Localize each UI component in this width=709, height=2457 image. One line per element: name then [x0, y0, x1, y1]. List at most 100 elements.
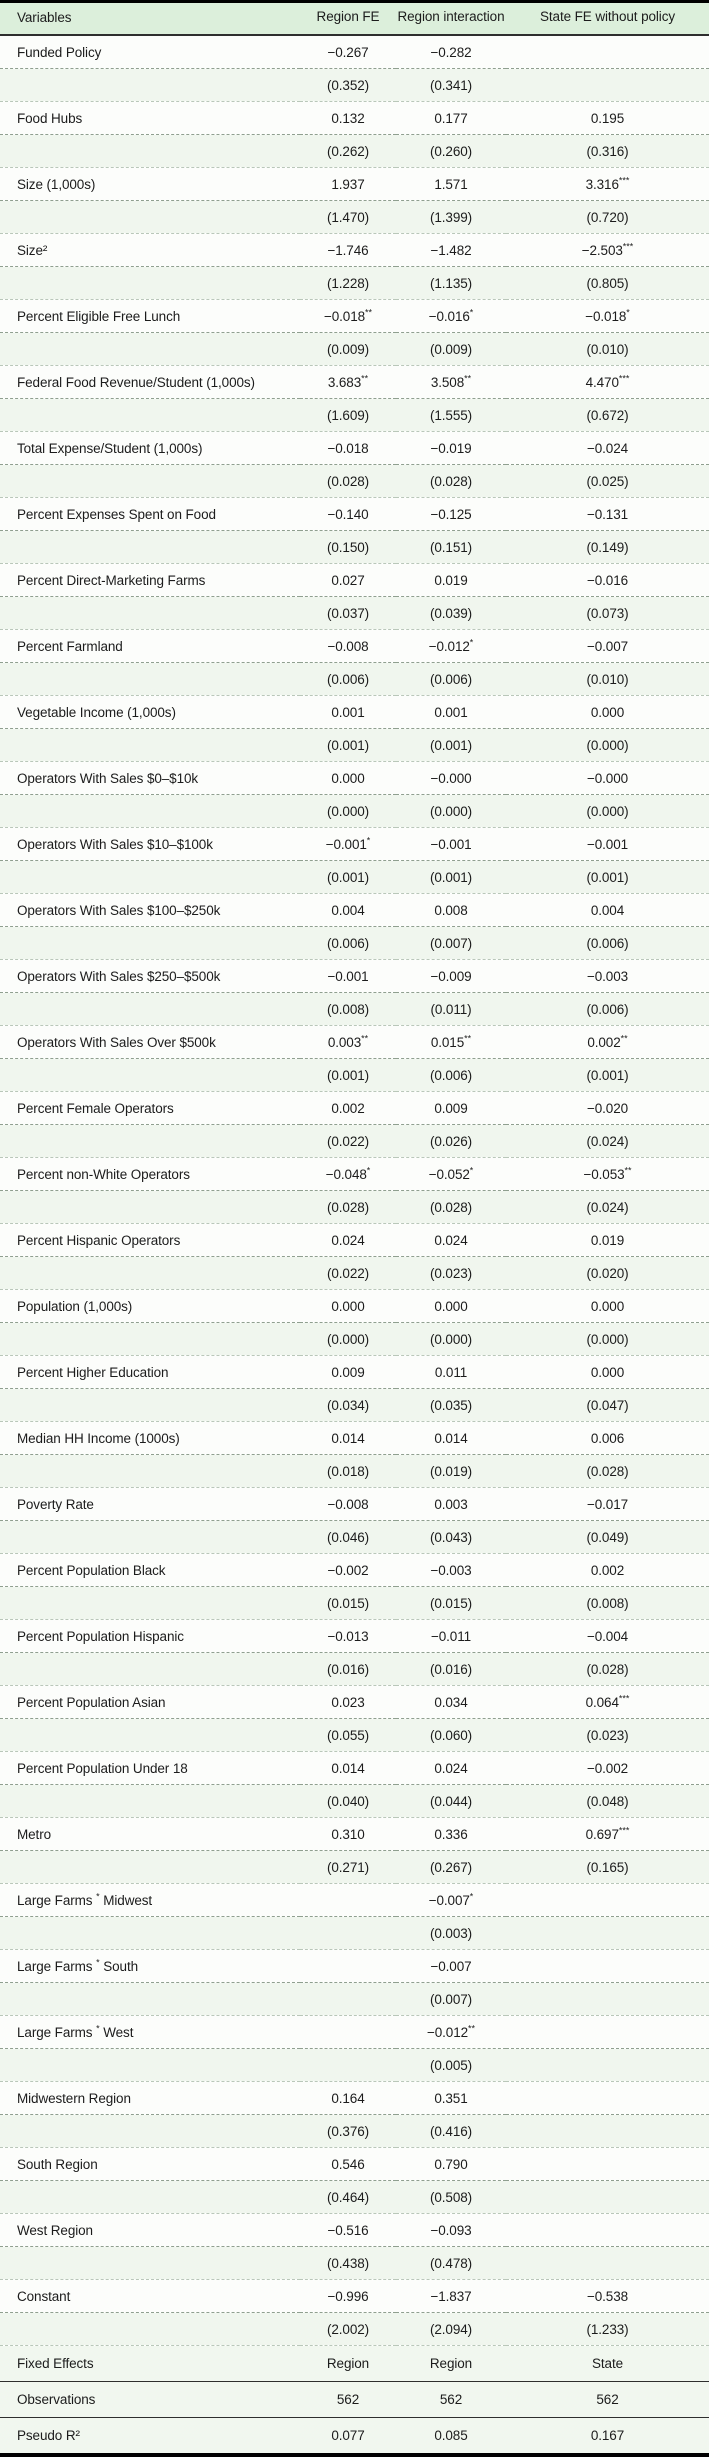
- coef-cell: −2.503***: [506, 233, 709, 267]
- coef-cell: [506, 2081, 709, 2115]
- se-cell: (0.024): [506, 1190, 709, 1224]
- coef-cell: −0.017: [506, 1487, 709, 1521]
- coef-cell: −0.012*: [396, 629, 506, 663]
- se-label-spacer: [0, 1190, 300, 1224]
- coef-cell: −0.002: [300, 1553, 396, 1587]
- coef-cell: [300, 1949, 396, 1983]
- coef-cell: 0.336: [396, 1817, 506, 1851]
- variable-label: Constant: [0, 2279, 300, 2313]
- coef-cell: 0.002: [506, 1553, 709, 1587]
- se-row: (0.006) (0.006) (0.010): [0, 662, 709, 696]
- coef-cell: 0.034: [396, 1685, 506, 1719]
- se-cell: (0.046): [300, 1520, 396, 1554]
- se-label-spacer: [0, 332, 300, 366]
- se-cell: (0.011): [396, 992, 506, 1026]
- coef-cell: 0.001: [300, 695, 396, 729]
- coef-cell: 0.011: [396, 1355, 506, 1389]
- variable-row: Operators With Sales Over $500k 0.003** 0.…: [0, 1025, 709, 1059]
- variable-row: Vegetable Income (1,000s) 0.001 0.001 0.000: [0, 695, 709, 729]
- se-cell: (0.672): [506, 398, 709, 432]
- coef-cell: 0.000: [506, 1289, 709, 1323]
- se-row: (0.376) (0.416): [0, 2114, 709, 2148]
- se-cell: (0.165): [506, 1850, 709, 1884]
- se-cell: (0.341): [396, 68, 506, 102]
- se-cell: [506, 2246, 709, 2280]
- se-cell: (0.267): [396, 1850, 506, 1884]
- se-cell: (0.001): [396, 860, 506, 894]
- coef-cell: 0.019: [506, 1223, 709, 1257]
- se-cell: (0.005): [396, 2048, 506, 2082]
- coef-cell: −0.004: [506, 1619, 709, 1653]
- se-row: (0.006) (0.007) (0.006): [0, 926, 709, 960]
- coef-cell: −0.008: [300, 1487, 396, 1521]
- se-row: (0.150) (0.151) (0.149): [0, 530, 709, 564]
- se-cell: (0.009): [300, 332, 396, 366]
- se-cell: (0.805): [506, 266, 709, 300]
- se-row: (0.028) (0.028) (0.025): [0, 464, 709, 498]
- se-cell: (1.233): [506, 2312, 709, 2346]
- se-cell: (0.260): [396, 134, 506, 168]
- se-cell: [300, 1982, 396, 2016]
- variable-row: Size (1,000s) 1.937 1.571 3.316***: [0, 167, 709, 201]
- coef-cell: −0.048*: [300, 1157, 396, 1191]
- coef-cell: −0.003: [506, 959, 709, 993]
- se-cell: (0.001): [506, 860, 709, 894]
- se-cell: (0.001): [300, 1058, 396, 1092]
- se-row: (0.028) (0.028) (0.024): [0, 1190, 709, 1224]
- variable-row: Percent Population Asian 0.023 0.034 0.064*…: [0, 1685, 709, 1719]
- se-row: (1.470) (1.399) (0.720): [0, 200, 709, 234]
- coef-cell: 0.003**: [300, 1025, 396, 1059]
- se-cell: (0.019): [396, 1454, 506, 1488]
- coef-cell: 0.195: [506, 101, 709, 135]
- se-row: (1.609) (1.555) (0.672): [0, 398, 709, 432]
- variable-row: Percent Expenses Spent on Food −0.140 −0.1…: [0, 497, 709, 531]
- variable-label: Population (1,000s): [0, 1289, 300, 1323]
- se-cell: (1.399): [396, 200, 506, 234]
- se-cell: (0.720): [506, 200, 709, 234]
- variable-row: Large Farms * Midwest −0.007*: [0, 1883, 709, 1917]
- variable-label: Percent non-White Operators: [0, 1157, 300, 1191]
- se-cell: (0.022): [300, 1124, 396, 1158]
- variable-row: Percent Population Hispanic −0.013 −0.011−…: [0, 1619, 709, 1653]
- variable-label: Percent Direct-Marketing Farms: [0, 563, 300, 597]
- se-cell: (0.007): [396, 1982, 506, 2016]
- coef-cell: 0.003: [396, 1487, 506, 1521]
- variable-row: Large Farms * South −0.007: [0, 1949, 709, 1983]
- header-row: Variables Region FE Region interaction S…: [0, 1, 709, 36]
- variable-row: Funded Policy −0.267 −0.282: [0, 35, 709, 69]
- se-row: (0.015) (0.015) (0.008): [0, 1586, 709, 1620]
- se-label-spacer: [0, 464, 300, 498]
- variable-label: Food Hubs: [0, 101, 300, 135]
- se-row: (0.001) (0.001) (0.001): [0, 860, 709, 894]
- se-label-spacer: [0, 1520, 300, 1554]
- coef-cell: −0.282: [396, 35, 506, 69]
- coef-cell: −0.008: [300, 629, 396, 663]
- se-cell: (0.000): [506, 1322, 709, 1356]
- se-cell: (0.016): [300, 1652, 396, 1686]
- se-cell: (1.135): [396, 266, 506, 300]
- coef-cell: 0.132: [300, 101, 396, 135]
- variable-row: Midwestern Region 0.164 0.351: [0, 2081, 709, 2115]
- variable-label: Percent Expenses Spent on Food: [0, 497, 300, 531]
- coef-cell: 4.470***: [506, 365, 709, 399]
- coef-cell: [506, 2015, 709, 2049]
- se-label-spacer: [0, 1388, 300, 1422]
- se-cell: (0.018): [300, 1454, 396, 1488]
- coef-cell: 0.014: [300, 1421, 396, 1455]
- se-cell: (0.024): [506, 1124, 709, 1158]
- se-cell: (2.002): [300, 2312, 396, 2346]
- variable-label: Poverty Rate: [0, 1487, 300, 1521]
- se-cell: (0.015): [300, 1586, 396, 1620]
- se-cell: (0.006): [506, 926, 709, 960]
- se-cell: (0.001): [506, 1058, 709, 1092]
- coef-cell: [300, 2015, 396, 2049]
- se-cell: (0.007): [396, 926, 506, 960]
- se-cell: (0.416): [396, 2114, 506, 2148]
- coef-cell: 3.508**: [396, 365, 506, 399]
- coef-cell: −0.018*: [506, 299, 709, 333]
- variable-label: Percent Eligible Free Lunch: [0, 299, 300, 333]
- se-cell: (0.028): [396, 1190, 506, 1224]
- se-label-spacer: [0, 926, 300, 960]
- coef-cell: 1.571: [396, 167, 506, 201]
- se-label-spacer: [0, 992, 300, 1026]
